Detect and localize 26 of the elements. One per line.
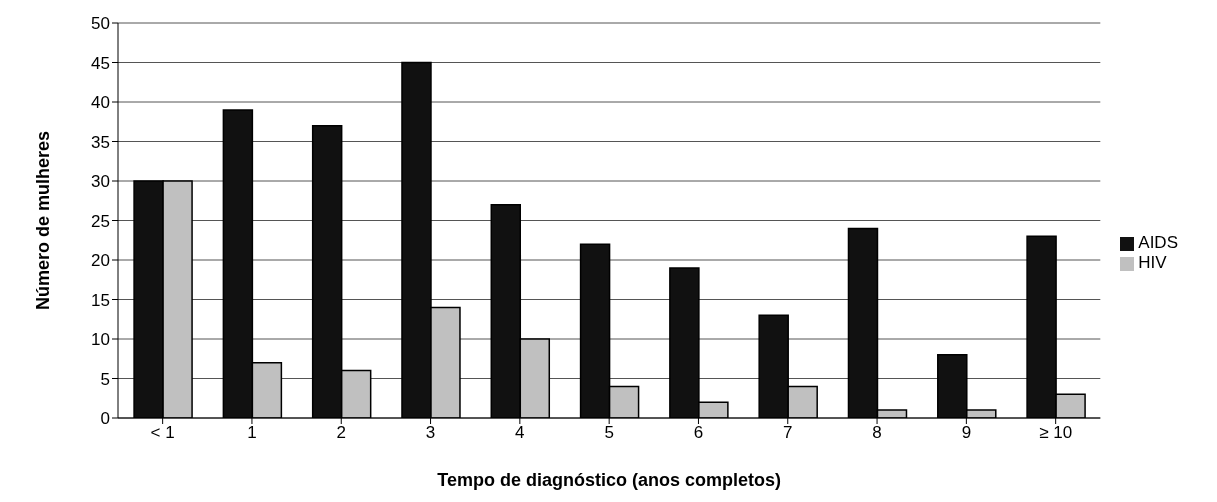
x-tick-label: 7 [783,423,793,443]
legend-label: HIV [1138,253,1167,272]
x-tick-label: 4 [515,423,525,443]
y-axis-title: Número de mulheres [33,130,54,311]
y-tick-label: 10 [91,330,110,350]
x-tick-label: 3 [425,423,436,443]
legend-label: AIDS [1138,233,1178,252]
x-tick-label: 6 [693,423,704,443]
x-tick-label: 1 [247,423,257,443]
x-tick-label: 9 [961,423,972,443]
x-tick-label: 5 [604,423,614,443]
x-tick-label: ≥ 10 [1039,423,1073,443]
y-tick-label: 45 [91,53,110,73]
y-tick-label: 35 [91,132,110,152]
y-tick-label: 40 [91,93,110,113]
y-tick-label: 25 [91,211,110,231]
x-tick-label: 2 [336,423,346,443]
y-tick-label: 5 [100,369,110,389]
x-tick-label: < 1 [150,423,175,443]
y-tick-label: 50 [91,14,110,34]
y-tick-label: 20 [91,251,110,271]
x-tick-label: 8 [872,423,882,443]
y-tick-label: 15 [91,290,110,310]
y-tick-label: 30 [91,172,110,192]
y-tick-label: 0 [100,409,110,429]
x-axis-title: Tempo de diagnóstico (anos completos) [437,469,782,490]
